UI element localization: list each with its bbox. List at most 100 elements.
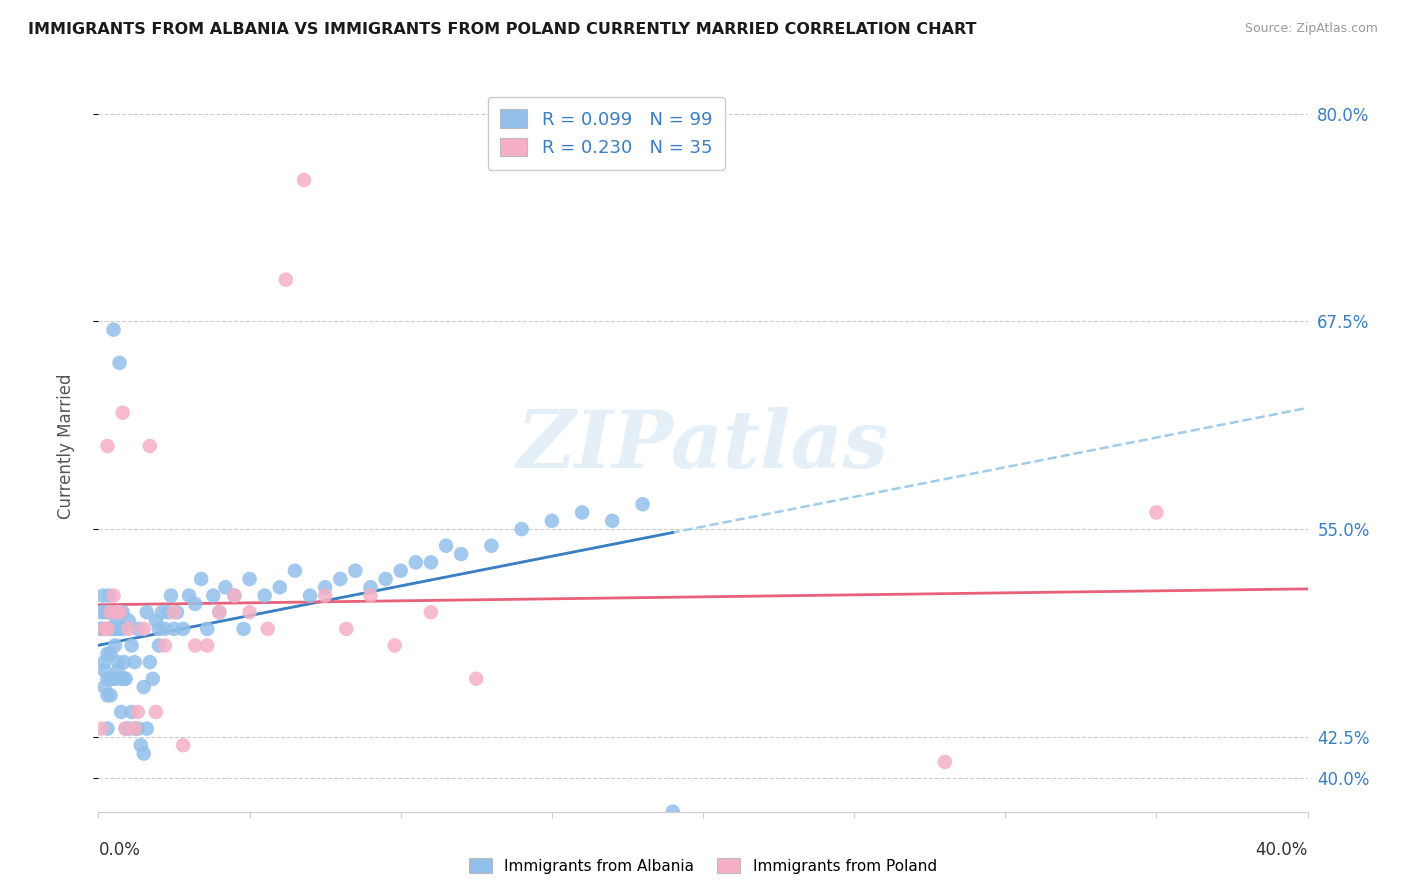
Point xyxy=(284,564,307,578)
Point xyxy=(94,605,117,619)
Point xyxy=(93,680,115,694)
Point xyxy=(163,605,186,619)
Point xyxy=(434,539,457,553)
Point xyxy=(90,622,112,636)
Point xyxy=(256,622,278,636)
Point xyxy=(571,506,593,520)
Point xyxy=(118,722,141,736)
Point xyxy=(465,672,488,686)
Point xyxy=(127,622,149,636)
Point xyxy=(145,614,167,628)
Point xyxy=(105,605,128,619)
Point xyxy=(139,655,162,669)
Point xyxy=(150,605,173,619)
Point xyxy=(360,589,382,603)
Point xyxy=(93,655,115,669)
Point xyxy=(93,622,115,636)
Point xyxy=(90,605,112,619)
Point xyxy=(148,639,170,653)
Point xyxy=(602,514,624,528)
Point xyxy=(90,622,112,636)
Point xyxy=(190,572,212,586)
Point xyxy=(510,522,533,536)
Point xyxy=(127,705,149,719)
Point xyxy=(100,605,122,619)
Point xyxy=(103,605,125,619)
Point xyxy=(148,622,170,636)
Point xyxy=(631,497,654,511)
Point xyxy=(208,605,231,619)
Point xyxy=(420,555,443,569)
Point xyxy=(103,622,125,636)
Point xyxy=(104,639,127,653)
Point xyxy=(661,805,683,819)
Point xyxy=(202,589,225,603)
Point xyxy=(166,605,188,619)
Point xyxy=(420,605,443,619)
Point xyxy=(91,589,114,603)
Point xyxy=(135,722,157,736)
Point xyxy=(94,622,117,636)
Point xyxy=(114,722,136,736)
Point xyxy=(269,580,291,594)
Point xyxy=(224,589,246,603)
Text: IMMIGRANTS FROM ALBANIA VS IMMIGRANTS FROM POLAND CURRENTLY MARRIED CORRELATION : IMMIGRANTS FROM ALBANIA VS IMMIGRANTS FR… xyxy=(28,22,977,37)
Point xyxy=(184,639,207,653)
Point xyxy=(195,639,218,653)
Point xyxy=(98,589,121,603)
Point xyxy=(108,605,131,619)
Point xyxy=(344,564,367,578)
Point xyxy=(274,273,297,287)
Point xyxy=(104,672,127,686)
Point xyxy=(107,655,129,669)
Point xyxy=(103,589,125,603)
Point xyxy=(195,622,218,636)
Point xyxy=(142,672,165,686)
Point xyxy=(107,664,129,678)
Point xyxy=(214,580,236,594)
Point xyxy=(110,705,132,719)
Point xyxy=(100,672,122,686)
Point xyxy=(118,614,141,628)
Point xyxy=(156,605,179,619)
Point xyxy=(179,589,201,603)
Point xyxy=(118,622,141,636)
Point xyxy=(105,622,128,636)
Point xyxy=(101,605,124,619)
Point xyxy=(121,639,143,653)
Point xyxy=(934,755,956,769)
Point xyxy=(253,589,276,603)
Point xyxy=(132,747,155,761)
Point xyxy=(389,564,412,578)
Legend: Immigrants from Albania, Immigrants from Poland: Immigrants from Albania, Immigrants from… xyxy=(463,852,943,880)
Point xyxy=(172,738,194,752)
Point xyxy=(103,672,125,686)
Point xyxy=(239,605,262,619)
Point xyxy=(360,580,382,594)
Point xyxy=(111,605,134,619)
Point xyxy=(111,622,134,636)
Point xyxy=(112,655,135,669)
Point xyxy=(145,705,167,719)
Point xyxy=(329,572,352,586)
Point xyxy=(124,722,146,736)
Point xyxy=(540,514,562,528)
Point xyxy=(110,672,132,686)
Y-axis label: Currently Married: Currently Married xyxy=(56,373,75,519)
Point xyxy=(127,722,149,736)
Point xyxy=(96,672,118,686)
Point xyxy=(96,722,118,736)
Point xyxy=(93,664,115,678)
Point xyxy=(96,622,118,636)
Point xyxy=(105,614,128,628)
Point xyxy=(314,580,336,594)
Point xyxy=(153,639,176,653)
Point xyxy=(108,622,131,636)
Legend: R = 0.099   N = 99, R = 0.230   N = 35: R = 0.099 N = 99, R = 0.230 N = 35 xyxy=(488,96,725,169)
Point xyxy=(105,605,128,619)
Point xyxy=(172,622,194,636)
Text: 0.0%: 0.0% xyxy=(98,841,141,859)
Point xyxy=(132,622,155,636)
Point xyxy=(129,738,152,752)
Text: Source: ZipAtlas.com: Source: ZipAtlas.com xyxy=(1244,22,1378,36)
